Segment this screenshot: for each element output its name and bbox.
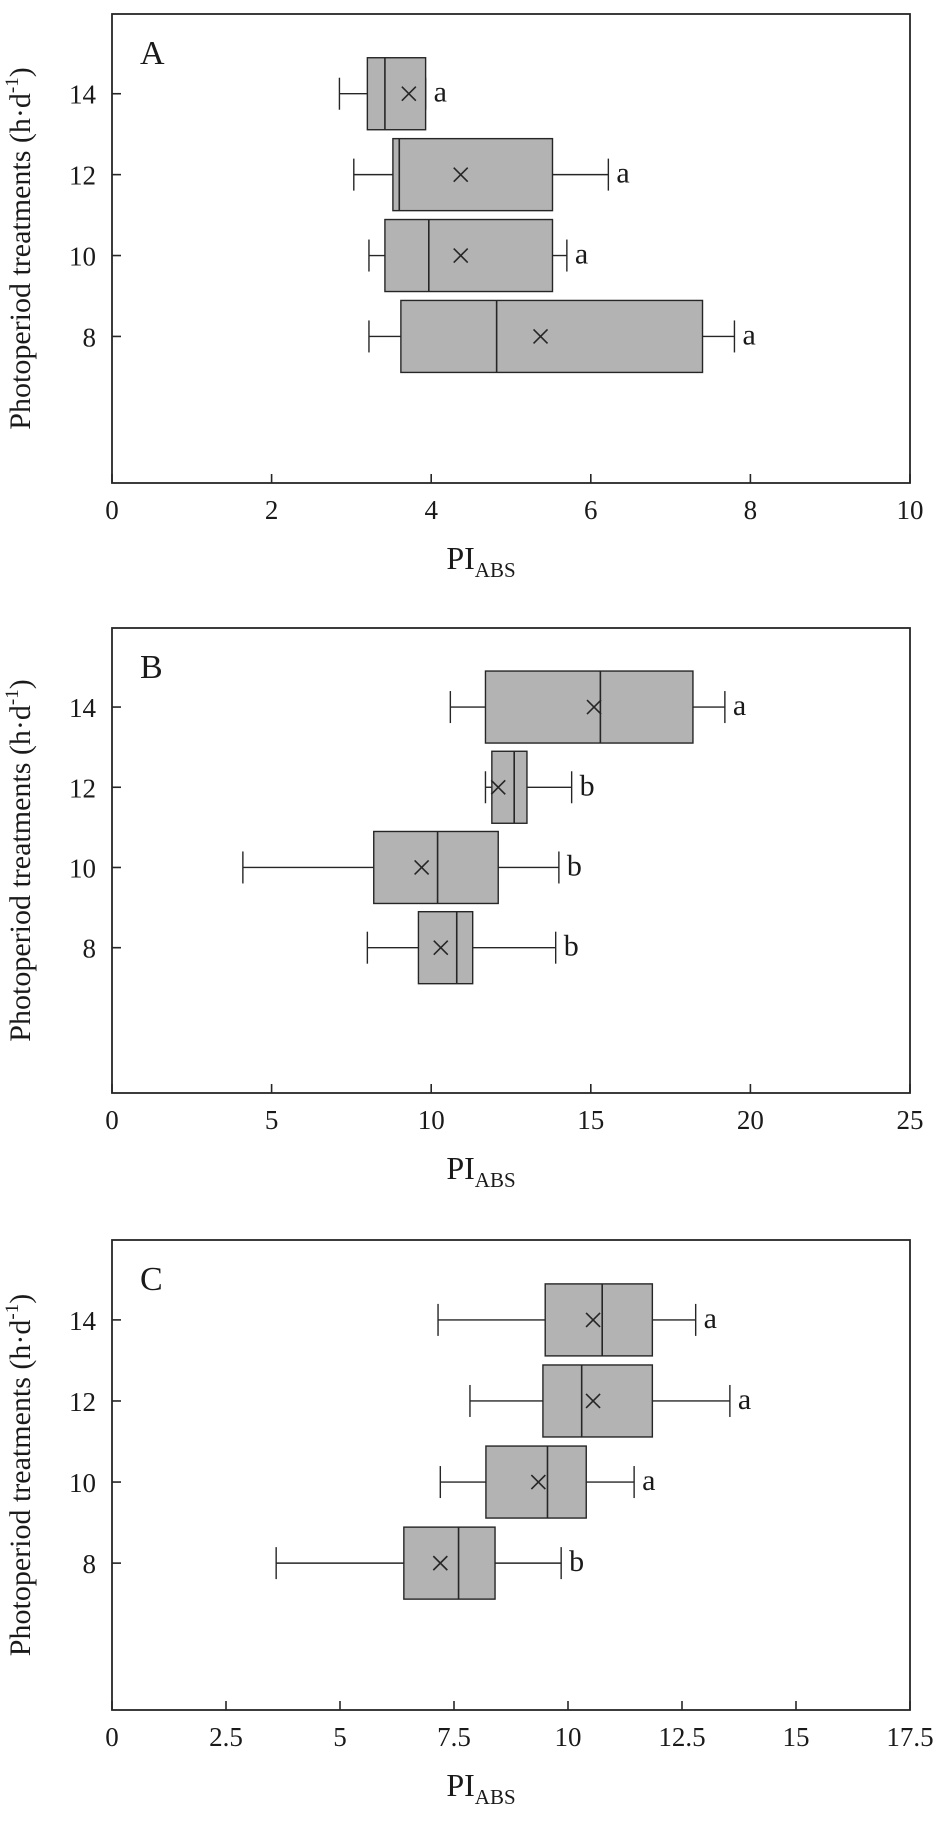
x-tick-label: 0: [105, 495, 119, 525]
iqr-box: [400, 299, 704, 374]
mean-marker: [586, 699, 602, 715]
y-tick-label: 14: [69, 693, 97, 723]
y-tick-label: 10: [69, 242, 96, 272]
box-14: 14 a: [69, 1283, 717, 1357]
significance-letter: a: [742, 318, 755, 351]
x-tick-label: 10: [555, 1722, 582, 1752]
significance-letter: a: [738, 1383, 751, 1416]
box-12: 12 a: [69, 137, 630, 212]
y-axis-title: Photoperiod treatments (h·d-1): [2, 679, 37, 1041]
iqr-box: [485, 1445, 587, 1519]
y-tick-label: 8: [83, 1549, 97, 1579]
x-tick-label: 6: [584, 495, 598, 525]
mean-marker: [453, 167, 469, 183]
y-tick-label: 8: [83, 934, 97, 964]
iqr-box: [484, 670, 694, 744]
box-14: 14 a: [69, 670, 746, 744]
panel-b: B 0 5 10 15 20 25 PIABS Photoperiod treatments (…: [2, 627, 924, 1192]
box-10: 10 a: [69, 1445, 655, 1519]
x-axis-title: PIABS: [446, 540, 515, 582]
panel-a: A 0 2 4 6 8 10 PIABS Photoperiod treatments (h·d…: [2, 13, 924, 582]
panel-label: C: [140, 1261, 163, 1298]
x-tick-label: 0: [105, 1105, 119, 1135]
x-tick-label: 10: [897, 495, 924, 525]
mean-marker: [585, 1393, 601, 1409]
significance-letter: a: [642, 1464, 655, 1497]
mean-marker: [532, 328, 549, 345]
x-tick-label: 7.5: [437, 1722, 471, 1752]
x-tick-label: 5: [333, 1722, 347, 1752]
y-axis-title: Photoperiod treatments (h·d-1): [2, 67, 37, 429]
x-tick-label: 8: [744, 495, 758, 525]
mean-marker: [433, 940, 449, 956]
x-tick-label: 20: [737, 1105, 764, 1135]
x-tick-label: 5: [265, 1105, 279, 1135]
x-tick-label: 15: [783, 1722, 810, 1752]
box-12: 12 b: [69, 750, 595, 824]
mean-marker: [490, 779, 506, 795]
x-tick-label: 2.5: [209, 1722, 243, 1752]
mean-marker: [453, 247, 469, 264]
y-tick-label: 12: [69, 773, 96, 803]
plot-frame: [111, 627, 911, 1094]
significance-letter: b: [580, 769, 595, 802]
y-tick-label: 14: [69, 80, 97, 110]
box-10: 10 a: [69, 218, 588, 293]
iqr-box: [544, 1283, 654, 1357]
box-10: 10 b: [69, 830, 582, 905]
significance-letter: b: [569, 1545, 584, 1578]
significance-letter: a: [575, 238, 588, 271]
panel-label: B: [140, 649, 163, 686]
box-14: 14 a: [69, 57, 447, 131]
x-axis-title: PIABS: [446, 1150, 515, 1192]
iqr-box: [417, 910, 474, 985]
mean-marker: [414, 859, 430, 876]
plot-frame: [111, 13, 911, 484]
iqr-box: [542, 1364, 654, 1438]
box-12: 12 a: [69, 1364, 751, 1438]
y-tick-label: 14: [69, 1306, 97, 1336]
iqr-box: [366, 57, 427, 131]
plot-frame: [111, 1239, 911, 1711]
significance-letter: a: [616, 157, 629, 190]
iqr-box: [373, 830, 499, 905]
significance-letter: a: [704, 1302, 717, 1335]
y-tick-label: 12: [69, 161, 96, 191]
x-tick-label: 4: [424, 495, 438, 525]
mean-marker: [530, 1474, 546, 1490]
x-tick-label: 10: [418, 1105, 445, 1135]
significance-letter: a: [434, 76, 447, 109]
x-axis-title: PIABS: [446, 1767, 515, 1809]
panel-c: C 0 2.5 5 7.5 10 12.5 15 17.5 PIABS Photoperiod tr…: [2, 1239, 934, 1809]
iqr-box: [403, 1526, 496, 1600]
y-tick-label: 8: [83, 322, 97, 352]
x-tick-label: 12.5: [658, 1722, 705, 1752]
y-axis-title: Photoperiod treatments (h·d-1): [2, 1294, 37, 1656]
y-tick-label: 12: [69, 1387, 96, 1417]
x-tick-label: 25: [897, 1105, 924, 1135]
y-tick-label: 10: [69, 1468, 96, 1498]
y-tick-label: 10: [69, 853, 96, 883]
mean-marker: [585, 1312, 601, 1328]
panel-label: A: [140, 35, 165, 72]
iqr-box: [384, 218, 554, 293]
x-tick-label: 15: [577, 1105, 604, 1135]
x-tick-label: 2: [265, 495, 279, 525]
x-tick-label: 17.5: [886, 1722, 933, 1752]
significance-letter: a: [733, 689, 746, 722]
iqr-box: [392, 137, 554, 212]
significance-letter: b: [567, 849, 582, 882]
mean-marker: [401, 86, 417, 102]
significance-letter: b: [564, 930, 579, 963]
mean-marker: [432, 1555, 448, 1571]
x-tick-label: 0: [105, 1722, 119, 1752]
